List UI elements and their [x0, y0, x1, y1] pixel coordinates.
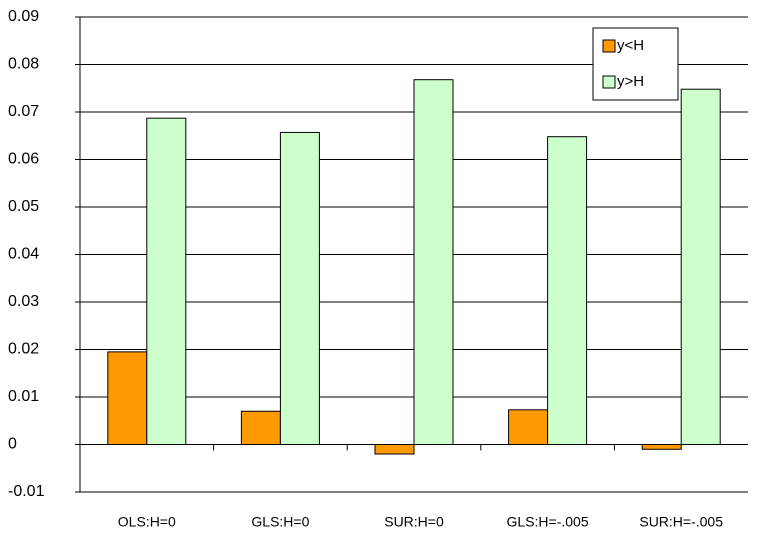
bar: [547, 136, 588, 445]
bar: [107, 351, 148, 445]
y-tick-label: 0: [8, 436, 17, 453]
x-tick-label: GLS:H=0: [251, 514, 309, 530]
y-tick-label: 0.06: [8, 151, 39, 168]
y-tick-label: 0.01: [8, 388, 39, 405]
x-tick-label: SUR:H=0: [384, 514, 444, 530]
legend-label: y<H: [617, 37, 644, 54]
legend-swatch: [602, 75, 616, 89]
x-tick-label: OLS:H=0: [118, 514, 176, 530]
y-tick-label: 0.04: [8, 246, 39, 263]
x-tick-label: SUR:H=-.005: [639, 514, 723, 530]
bar: [508, 409, 549, 446]
bar: [240, 410, 281, 445]
y-tick-label: 0.07: [8, 103, 39, 120]
bar: [413, 79, 454, 445]
bar: [680, 88, 721, 445]
x-tick-label: GLS:H=-.005: [507, 514, 589, 530]
y-tick-label: 0.09: [8, 8, 39, 25]
legend-label: y>H: [617, 73, 644, 90]
bar: [146, 117, 187, 446]
legend-swatch: [602, 39, 616, 53]
bar: [279, 131, 320, 446]
bar: [374, 444, 415, 455]
y-tick-label: 0.02: [8, 341, 39, 358]
y-tick-label: 0.03: [8, 293, 39, 310]
y-tick-label: 0.08: [8, 56, 39, 73]
bar: [641, 444, 682, 450]
y-tick-label: -0.01: [8, 483, 45, 500]
y-tick-label: 0.05: [8, 198, 39, 215]
